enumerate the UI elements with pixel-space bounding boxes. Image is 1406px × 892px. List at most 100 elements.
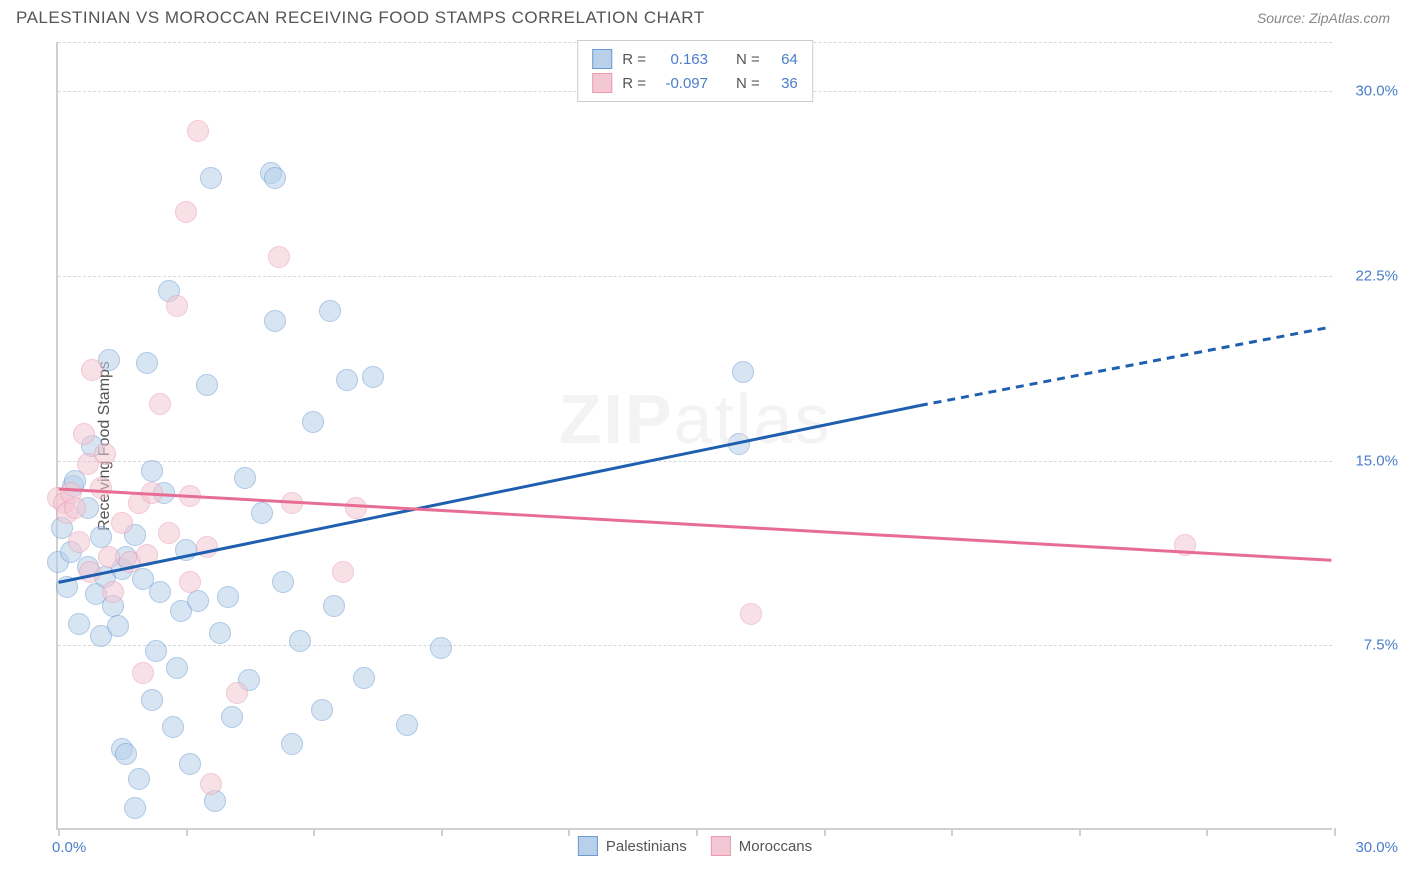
scatter-point <box>175 539 197 561</box>
scatter-point <box>1174 534 1196 556</box>
scatter-point <box>132 662 154 684</box>
x-tick <box>1206 828 1208 836</box>
scatter-point <box>251 502 273 524</box>
scatter-point <box>319 300 341 322</box>
r-label-2: R = <box>622 75 646 92</box>
scatter-point <box>732 361 754 383</box>
scatter-point <box>323 595 345 617</box>
scatter-point <box>209 622 231 644</box>
scatter-point <box>281 733 303 755</box>
n-value-1: 64 <box>770 51 798 68</box>
legend-label-2: Moroccans <box>739 838 812 855</box>
scatter-point <box>136 352 158 374</box>
scatter-point <box>102 581 124 603</box>
scatter-point <box>200 773 222 795</box>
scatter-point <box>128 768 150 790</box>
scatter-point <box>141 689 163 711</box>
scatter-point <box>111 512 133 534</box>
scatter-point <box>187 590 209 612</box>
scatter-point <box>396 714 418 736</box>
swatch-series-2 <box>592 73 612 93</box>
bottom-legend: Palestinians Moroccans <box>578 836 812 856</box>
scatter-point <box>107 615 129 637</box>
scatter-point <box>336 369 358 391</box>
scatter-point <box>141 482 163 504</box>
scatter-point <box>302 411 324 433</box>
scatter-point <box>740 603 762 625</box>
legend-item-1: Palestinians <box>578 836 687 856</box>
scatter-point <box>115 743 137 765</box>
scatter-point <box>145 640 167 662</box>
scatter-point <box>162 716 184 738</box>
n-label-1: N = <box>736 51 760 68</box>
legend-item-2: Moroccans <box>711 836 812 856</box>
scatter-point <box>345 497 367 519</box>
legend-swatch-2 <box>711 836 731 856</box>
y-tick-label: 22.5% <box>1355 267 1398 284</box>
x-tick <box>951 828 953 836</box>
scatter-point <box>79 561 101 583</box>
r-value-2: -0.097 <box>656 75 708 92</box>
scatter-point <box>179 753 201 775</box>
swatch-series-1 <box>592 49 612 69</box>
scatter-point <box>196 374 218 396</box>
scatter-point <box>226 682 248 704</box>
scatter-point <box>73 423 95 445</box>
y-tick-label: 30.0% <box>1355 83 1398 100</box>
x-tick <box>696 828 698 836</box>
scatter-point <box>362 366 384 388</box>
scatter-point <box>268 246 290 268</box>
scatter-point <box>196 536 218 558</box>
n-value-2: 36 <box>770 75 798 92</box>
plot-area: ZIPatlas 7.5%15.0%22.5%30.0% 0.0% 30.0% … <box>56 42 1332 830</box>
scatter-point <box>68 613 90 635</box>
scatter-point <box>200 167 222 189</box>
scatter-point <box>430 637 452 659</box>
stats-row-2: R = -0.097 N = 36 <box>592 71 798 95</box>
scatter-point <box>179 571 201 593</box>
scatter-point <box>234 467 256 489</box>
scatter-point <box>68 531 90 553</box>
x-tick <box>186 828 188 836</box>
chart-title: PALESTINIAN VS MOROCCAN RECEIVING FOOD S… <box>16 8 705 28</box>
x-tick <box>1079 828 1081 836</box>
scatter-point <box>141 460 163 482</box>
points-layer <box>58 42 1332 828</box>
scatter-point <box>281 492 303 514</box>
y-tick-label: 7.5% <box>1364 637 1398 654</box>
r-label-1: R = <box>622 51 646 68</box>
scatter-point <box>264 310 286 332</box>
scatter-point <box>64 497 86 519</box>
scatter-point <box>166 295 188 317</box>
chart-header: PALESTINIAN VS MOROCCAN RECEIVING FOOD S… <box>0 0 1406 28</box>
stats-row-1: R = 0.163 N = 64 <box>592 47 798 71</box>
x-tick <box>824 828 826 836</box>
scatter-point <box>332 561 354 583</box>
scatter-point <box>217 586 239 608</box>
legend-swatch-1 <box>578 836 598 856</box>
source-attribution: Source: ZipAtlas.com <box>1257 10 1390 26</box>
scatter-point <box>56 576 78 598</box>
x-axis-max-label: 30.0% <box>1355 839 1398 856</box>
x-tick <box>568 828 570 836</box>
scatter-point <box>311 699 333 721</box>
scatter-point <box>124 797 146 819</box>
x-tick <box>1334 828 1336 836</box>
scatter-point <box>90 526 112 548</box>
r-value-1: 0.163 <box>656 51 708 68</box>
scatter-point <box>166 657 188 679</box>
scatter-point <box>179 485 201 507</box>
scatter-point <box>158 522 180 544</box>
source-name: ZipAtlas.com <box>1309 10 1390 26</box>
scatter-point <box>149 393 171 415</box>
scatter-point <box>187 120 209 142</box>
n-label-2: N = <box>736 75 760 92</box>
scatter-point <box>98 546 120 568</box>
source-prefix: Source: <box>1257 10 1309 26</box>
scatter-point <box>264 167 286 189</box>
scatter-point <box>221 706 243 728</box>
x-tick <box>441 828 443 836</box>
scatter-point <box>149 581 171 603</box>
x-tick <box>313 828 315 836</box>
scatter-point <box>272 571 294 593</box>
